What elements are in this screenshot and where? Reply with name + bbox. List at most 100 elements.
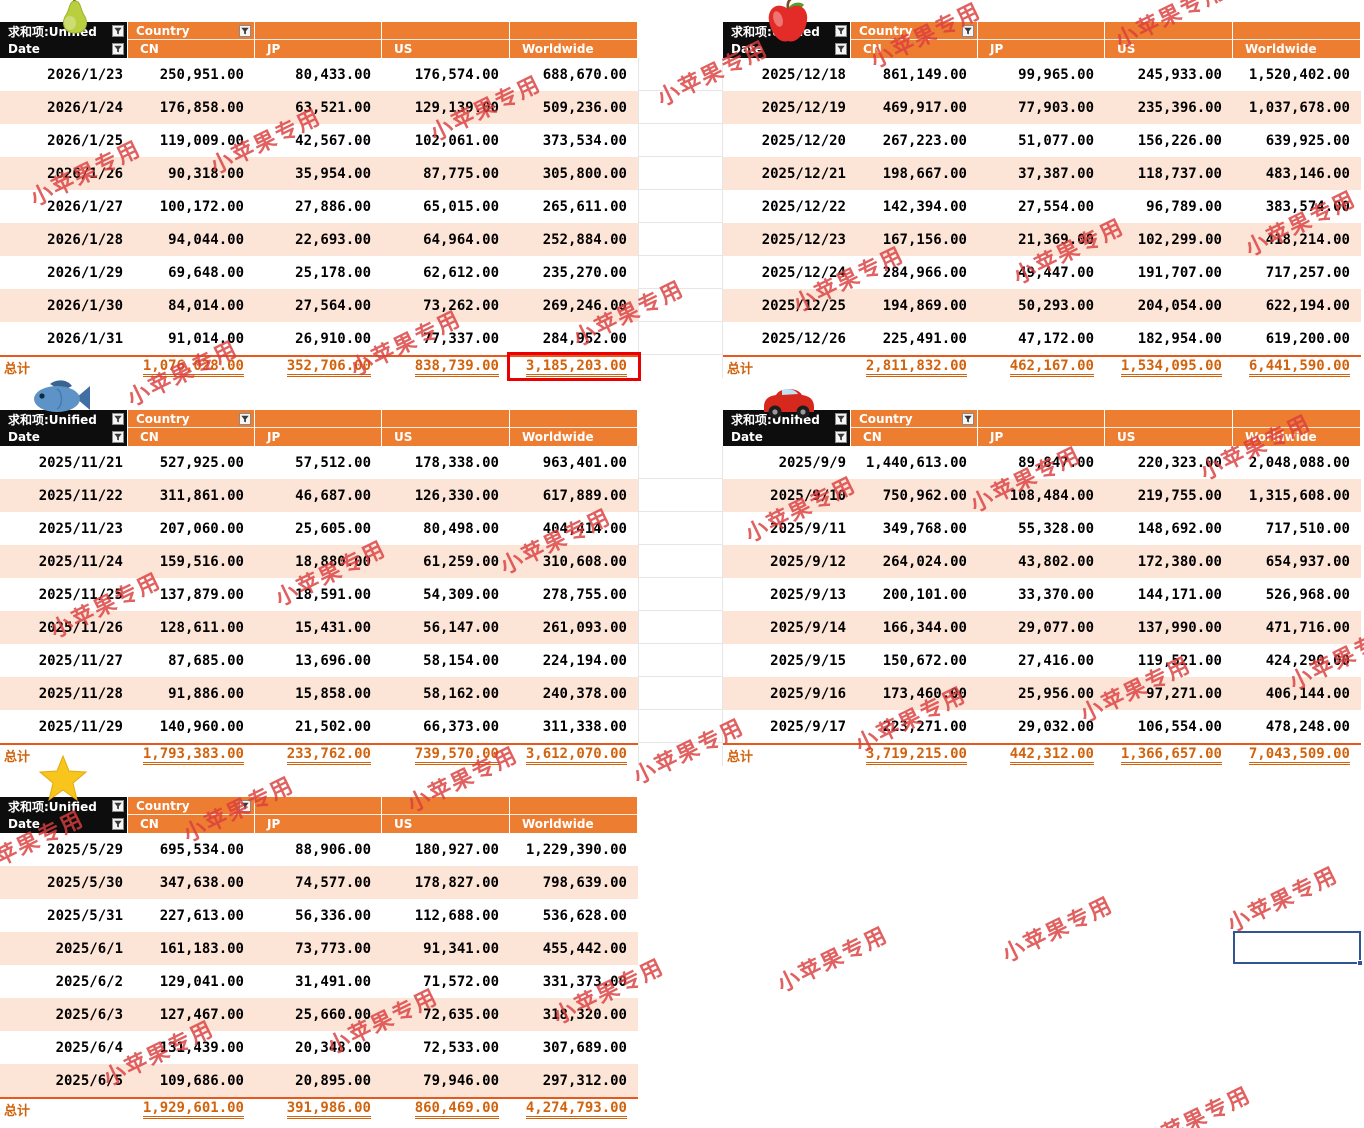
filter-icon[interactable] [962, 24, 974, 37]
value-cell[interactable]: 37,387.00 [1018, 165, 1094, 182]
total-cell[interactable]: 1,534,095.00 [1105, 357, 1233, 378]
value-cell[interactable]: 235,270.00 [542, 264, 627, 281]
value-cell[interactable]: 140,960.00 [159, 718, 244, 735]
value-cell[interactable]: 1,315,608.00 [1248, 487, 1350, 504]
value-cell[interactable]: 80,433.00 [295, 66, 371, 83]
date-cell[interactable]: 2025/6/3 [55, 1006, 123, 1023]
value-cell[interactable]: 349,768.00 [882, 520, 967, 537]
value-cell[interactable]: 536,628.00 [542, 907, 627, 924]
value-cell[interactable]: 73,773.00 [295, 940, 371, 957]
value-cell[interactable]: 61,259.00 [423, 553, 499, 570]
value-cell[interactable]: 129,041.00 [159, 973, 244, 990]
date-cell[interactable]: 2025/9/15 [770, 652, 846, 669]
column-header-cn[interactable]: CN [128, 40, 255, 58]
value-cell[interactable]: 278,755.00 [542, 586, 627, 603]
value-cell[interactable]: 418,214.00 [1265, 231, 1350, 248]
value-cell[interactable]: 102,299.00 [1137, 231, 1222, 248]
value-cell[interactable]: 200,101.00 [882, 586, 967, 603]
date-cell[interactable]: 2025/9/13 [770, 586, 846, 603]
date-cell[interactable]: 2025/11/21 [38, 454, 123, 471]
total-cell[interactable]: 391,986.00 [255, 1099, 382, 1120]
filter-icon[interactable] [835, 43, 847, 55]
grand-total-label[interactable]: 总计 [727, 750, 754, 765]
value-cell[interactable]: 25,660.00 [295, 1006, 371, 1023]
fill-handle[interactable] [1357, 960, 1363, 966]
value-cell[interactable]: 198,667.00 [882, 165, 967, 182]
value-cell[interactable]: 15,858.00 [295, 685, 371, 702]
date-cell[interactable]: 2025/12/20 [761, 132, 846, 149]
value-cell[interactable]: 383,574.00 [1265, 198, 1350, 215]
value-cell[interactable]: 305,800.00 [542, 165, 627, 182]
date-cell[interactable]: 2025/9/12 [770, 553, 846, 570]
column-header-cn[interactable]: CN [128, 428, 255, 446]
date-cell[interactable]: 2025/9/16 [770, 685, 846, 702]
value-cell[interactable]: 750,962.00 [882, 487, 967, 504]
total-cell[interactable]: 3,185,203.00 [510, 357, 638, 378]
value-cell[interactable]: 373,534.00 [542, 132, 627, 149]
total-cell[interactable]: 7,043,509.00 [1233, 745, 1361, 766]
value-cell[interactable]: 27,564.00 [295, 297, 371, 314]
value-cell[interactable]: 74,577.00 [295, 874, 371, 891]
value-cell[interactable]: 173,460.00 [882, 685, 967, 702]
value-cell[interactable]: 54,309.00 [423, 586, 499, 603]
value-cell[interactable]: 69,648.00 [168, 264, 244, 281]
value-cell[interactable]: 1,229,390.00 [525, 841, 627, 858]
filter-icon[interactable] [835, 25, 847, 37]
value-cell[interactable]: 654,937.00 [1265, 553, 1350, 570]
value-cell[interactable]: 72,635.00 [423, 1006, 499, 1023]
value-cell[interactable]: 235,396.00 [1137, 99, 1222, 116]
value-cell[interactable]: 455,442.00 [542, 940, 627, 957]
column-field-header[interactable]: Country [128, 410, 255, 428]
value-cell[interactable]: 269,246.00 [542, 297, 627, 314]
value-cell[interactable]: 46,687.00 [295, 487, 371, 504]
value-cell[interactable]: 84,014.00 [168, 297, 244, 314]
value-cell[interactable]: 220,323.00 [1137, 454, 1222, 471]
value-cell[interactable]: 47,172.00 [1018, 330, 1094, 347]
value-cell[interactable]: 717,257.00 [1265, 264, 1350, 281]
total-cell[interactable]: 3,719,215.00 [851, 745, 978, 766]
date-cell[interactable]: 2025/12/25 [761, 297, 846, 314]
fish-icon[interactable] [30, 374, 92, 422]
value-cell[interactable]: 509,236.00 [542, 99, 627, 116]
value-cell[interactable]: 137,990.00 [1137, 619, 1222, 636]
value-cell[interactable]: 94,044.00 [168, 231, 244, 248]
total-cell[interactable]: 3,612,070.00 [510, 745, 638, 766]
value-cell[interactable]: 182,954.00 [1137, 330, 1222, 347]
value-cell[interactable]: 72,533.00 [423, 1039, 499, 1056]
value-cell[interactable]: 307,689.00 [542, 1039, 627, 1056]
column-header-jp[interactable]: JP [978, 428, 1105, 446]
value-cell[interactable]: 106,554.00 [1137, 718, 1222, 735]
date-cell[interactable]: 2025/11/29 [38, 718, 123, 735]
star-icon[interactable] [38, 754, 88, 802]
value-cell[interactable]: 619,200.00 [1265, 330, 1350, 347]
filter-icon[interactable] [112, 818, 124, 830]
value-cell[interactable]: 35,954.00 [295, 165, 371, 182]
grand-total-label[interactable]: 总计 [4, 750, 31, 765]
value-cell[interactable]: 77,903.00 [1018, 99, 1094, 116]
value-cell[interactable]: 527,925.00 [159, 454, 244, 471]
date-cell[interactable]: 2025/11/27 [38, 652, 123, 669]
total-cell[interactable]: 442,312.00 [978, 745, 1105, 766]
date-cell[interactable]: 2025/9/17 [770, 718, 846, 735]
value-cell[interactable]: 207,060.00 [159, 520, 244, 537]
total-cell[interactable]: 1,366,657.00 [1105, 745, 1233, 766]
value-cell[interactable]: 265,611.00 [542, 198, 627, 215]
value-cell[interactable]: 483,146.00 [1265, 165, 1350, 182]
value-cell[interactable]: 191,707.00 [1137, 264, 1222, 281]
value-cell[interactable]: 204,054.00 [1137, 297, 1222, 314]
value-cell[interactable]: 129,139.00 [414, 99, 499, 116]
value-cell[interactable]: 127,467.00 [159, 1006, 244, 1023]
date-cell[interactable]: 2025/11/28 [38, 685, 123, 702]
column-header-jp[interactable]: JP [255, 40, 382, 58]
value-cell[interactable]: 20,895.00 [295, 1072, 371, 1089]
value-cell[interactable]: 15,431.00 [295, 619, 371, 636]
value-cell[interactable]: 42,567.00 [295, 132, 371, 149]
value-cell[interactable]: 194,869.00 [882, 297, 967, 314]
column-header-worldwide[interactable]: Worldwide [510, 815, 638, 833]
row-field-header[interactable]: Date [0, 815, 128, 833]
value-cell[interactable]: 109,686.00 [159, 1072, 244, 1089]
value-cell[interactable]: 156,226.00 [1137, 132, 1222, 149]
value-cell[interactable]: 96,789.00 [1146, 198, 1222, 215]
value-cell[interactable]: 178,827.00 [414, 874, 499, 891]
value-cell[interactable]: 56,147.00 [423, 619, 499, 636]
